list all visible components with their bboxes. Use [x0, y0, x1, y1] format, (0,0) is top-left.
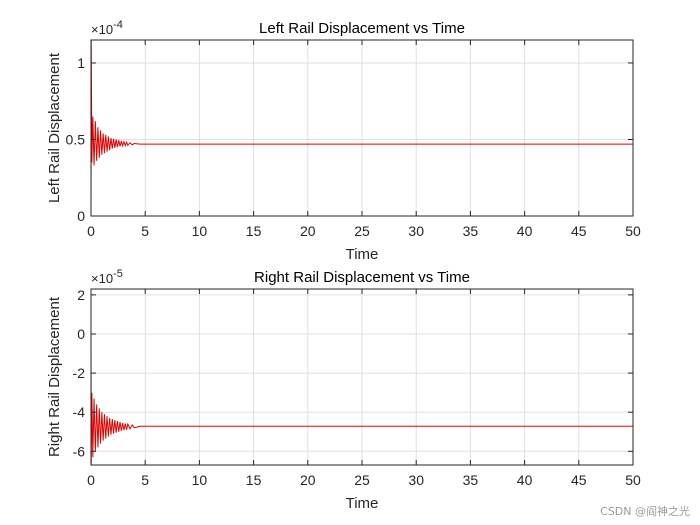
x-tick-label: 15 — [246, 223, 262, 239]
exponent-power: -4 — [113, 19, 123, 31]
watermark-text: CSDN @阎神之光 — [600, 505, 690, 518]
chart-title: Left Rail Displacement vs Time — [259, 20, 465, 37]
x-tick-label: 25 — [354, 472, 370, 488]
y-tick-label: 0.5 — [66, 131, 86, 147]
x-tick-label: 35 — [463, 223, 479, 239]
y-tick-label: -2 — [73, 365, 86, 381]
x-tick-label: 45 — [571, 472, 587, 488]
x-tick-label: 40 — [517, 223, 533, 239]
left-rail-chart: 0 5 10 15 20 25 30 35 40 45 50 0 0.5 1 ×10-4 Left Rail … — [46, 19, 641, 263]
x-tick-label: 20 — [300, 472, 316, 488]
x-tick-label: 5 — [141, 223, 149, 239]
y-exponent-label: ×10-5 — [91, 268, 123, 286]
x-tick-label: 10 — [192, 223, 208, 239]
x-axis-label: Time — [346, 246, 379, 263]
x-tick-label: 30 — [408, 223, 424, 239]
exponent-power: -5 — [113, 268, 123, 280]
series-line — [90, 333, 633, 466]
exponent-base: ×10 — [91, 22, 113, 37]
chart-title: Right Rail Displacement vs Time — [254, 269, 470, 286]
right-rail-chart: 0 5 10 15 20 25 30 35 40 45 50 -6 -4 -2 0 2 ×10-5 Right R… — [46, 268, 641, 512]
x-tick-label: 50 — [625, 223, 641, 239]
y-axis-label: Left Rail Displacement — [46, 52, 63, 203]
y-axis-label: Right Rail Displacement — [46, 296, 63, 457]
x-tick-label: 30 — [408, 472, 424, 488]
x-tick-label: 0 — [87, 223, 95, 239]
x-tick-label: 20 — [300, 223, 316, 239]
y-tick-label: -4 — [73, 404, 86, 420]
x-axis-label: Time — [346, 495, 379, 512]
y-tick-label: 1 — [77, 55, 85, 71]
x-tick-label: 5 — [141, 472, 149, 488]
y-exponent-label: ×10-4 — [91, 19, 123, 37]
x-tick-label: 10 — [192, 472, 208, 488]
y-tick-label: 2 — [77, 287, 85, 303]
x-tick-label: 40 — [517, 472, 533, 488]
x-tick-label: 35 — [463, 472, 479, 488]
x-tick-label: 45 — [571, 223, 587, 239]
x-tick-label: 50 — [625, 472, 641, 488]
y-tick-label: 0 — [77, 208, 85, 224]
x-tick-label: 15 — [246, 472, 262, 488]
x-tick-label: 25 — [354, 223, 370, 239]
y-tick-label: 0 — [77, 326, 85, 342]
exponent-base: ×10 — [91, 271, 113, 286]
y-tick-label: -6 — [73, 443, 86, 459]
x-tick-label: 0 — [87, 472, 95, 488]
series-line — [90, 39, 633, 217]
